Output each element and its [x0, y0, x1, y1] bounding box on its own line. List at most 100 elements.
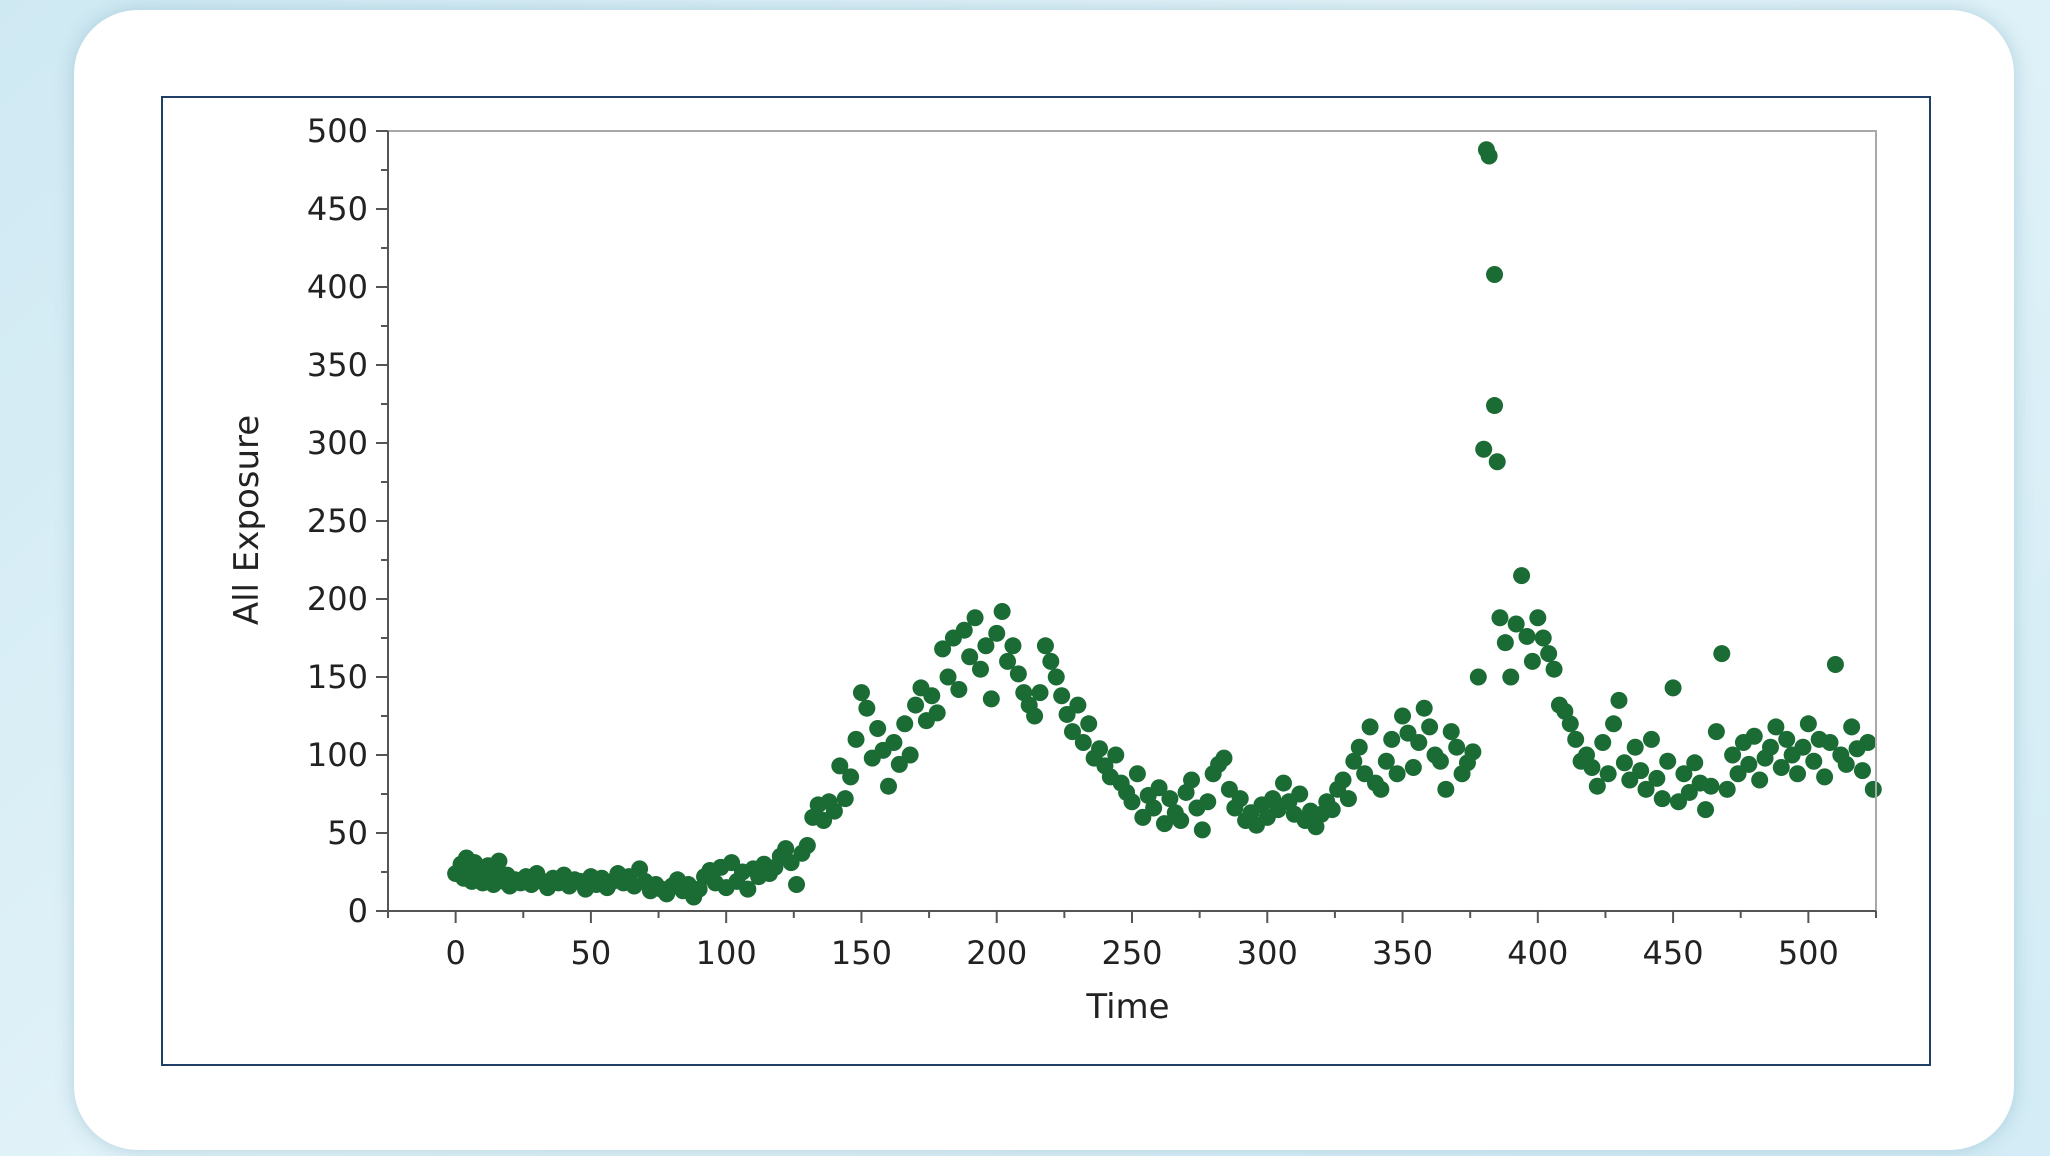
- x-tick-label: 300: [1237, 934, 1298, 972]
- data-point: [788, 875, 806, 893]
- data-point: [1518, 627, 1536, 645]
- x-tick-label: 450: [1643, 934, 1704, 972]
- data-point: [1388, 765, 1406, 783]
- data-point: [1042, 652, 1060, 670]
- data-point: [1778, 730, 1796, 748]
- data-point: [982, 690, 1000, 708]
- data-point: [1653, 790, 1671, 808]
- data-point: [999, 652, 1017, 670]
- y-tick-label: 200: [307, 580, 368, 618]
- data-point: [1031, 684, 1049, 702]
- data-point: [1442, 723, 1460, 741]
- data-point: [1805, 752, 1823, 770]
- x-axis-title: Time: [1085, 987, 1169, 1027]
- data-point: [1794, 738, 1812, 756]
- data-point: [1334, 771, 1352, 789]
- data-point: [928, 704, 946, 722]
- data-point: [1615, 754, 1633, 772]
- data-point: [1837, 755, 1855, 773]
- data-point: [1686, 754, 1704, 772]
- data-point: [1507, 615, 1525, 633]
- data-point: [1605, 715, 1623, 733]
- data-point: [1123, 793, 1141, 811]
- data-point: [907, 696, 925, 714]
- data-point: [1150, 779, 1168, 797]
- data-point: [1859, 734, 1877, 752]
- data-point: [1853, 762, 1871, 780]
- data-point: [1594, 734, 1612, 752]
- data-point: [1128, 765, 1146, 783]
- data-point: [1843, 718, 1861, 736]
- data-point: [977, 637, 995, 655]
- data-point: [831, 757, 849, 775]
- data-point: [1394, 707, 1412, 725]
- data-point: [971, 660, 989, 678]
- data-point: [1183, 771, 1201, 789]
- data-point: [1799, 715, 1817, 733]
- y-tick-label: 100: [307, 736, 368, 774]
- data-point: [490, 852, 508, 870]
- data-point: [1323, 801, 1341, 819]
- data-point: [1063, 723, 1081, 741]
- data-point: [955, 621, 973, 639]
- data-point: [1864, 780, 1882, 798]
- data-point: [1415, 699, 1433, 717]
- points-layer: [447, 141, 1882, 906]
- data-point: [1496, 634, 1514, 652]
- data-point: [1718, 780, 1736, 798]
- data-point: [1821, 734, 1839, 752]
- data-point: [1026, 707, 1044, 725]
- data-point: [1475, 440, 1493, 458]
- data-point: [1713, 645, 1731, 663]
- x-tick-label: 350: [1372, 934, 1433, 972]
- data-point: [1702, 777, 1720, 795]
- data-point: [858, 699, 876, 717]
- x-tick-label: 250: [1101, 934, 1162, 972]
- data-point: [1372, 780, 1390, 798]
- data-point: [1545, 660, 1563, 678]
- data-point: [934, 640, 952, 658]
- data-point: [1567, 730, 1585, 748]
- data-point: [1740, 755, 1758, 773]
- data-point: [1036, 637, 1054, 655]
- data-point: [1437, 780, 1455, 798]
- data-point: [1047, 668, 1065, 686]
- data-point: [1529, 609, 1547, 627]
- y-tick-label: 500: [307, 112, 368, 150]
- data-point: [1816, 768, 1834, 786]
- data-point: [1155, 815, 1173, 833]
- x-tick-label: 0: [445, 934, 465, 972]
- y-tick-label: 0: [348, 892, 368, 930]
- data-point: [842, 768, 860, 786]
- data-point: [1053, 687, 1071, 705]
- data-point: [1534, 629, 1552, 647]
- data-point: [1826, 656, 1844, 674]
- data-point: [1632, 762, 1650, 780]
- data-point: [1469, 668, 1487, 686]
- data-point: [825, 802, 843, 820]
- data-point: [1091, 740, 1109, 758]
- data-point: [1648, 769, 1666, 787]
- data-point: [1421, 718, 1439, 736]
- data-point: [1767, 718, 1785, 736]
- y-tick-label: 50: [327, 814, 368, 852]
- y-tick-label: 250: [307, 502, 368, 540]
- data-point: [1772, 758, 1790, 776]
- data-point: [1345, 752, 1363, 770]
- data-point: [1383, 730, 1401, 748]
- data-point: [1488, 453, 1506, 471]
- data-point: [896, 715, 914, 733]
- data-point: [1513, 567, 1531, 585]
- data-point: [1404, 758, 1422, 776]
- data-point: [1480, 147, 1498, 165]
- data-point: [1448, 738, 1466, 756]
- axes-layer: 0 50 100 150 200 250 300 350 400 450 500 0 50 100 150 2…: [307, 112, 1877, 972]
- y-tick-label: 400: [307, 268, 368, 306]
- y-tick-label: 300: [307, 424, 368, 462]
- data-point: [1074, 734, 1092, 752]
- data-point: [1637, 780, 1655, 798]
- data-point: [1486, 397, 1504, 415]
- data-point: [939, 668, 957, 686]
- data-point: [1464, 743, 1482, 761]
